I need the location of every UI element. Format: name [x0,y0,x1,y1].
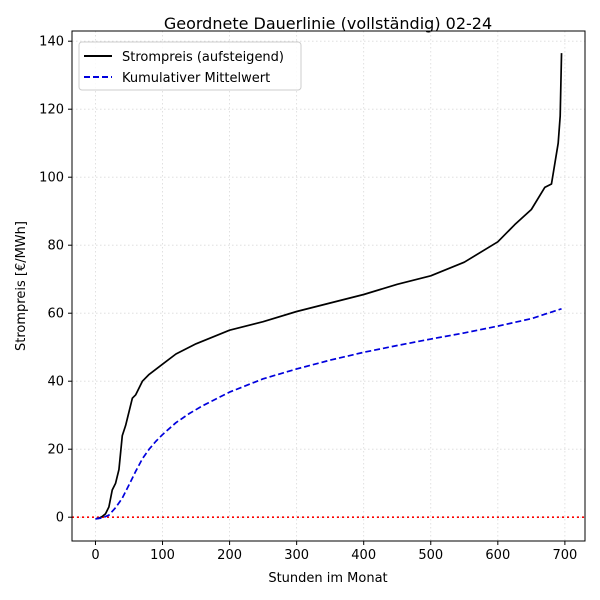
y-tick-label: 100 [39,171,64,186]
x-tick-label: 100 [150,548,175,563]
x-tick-label: 400 [351,548,376,563]
y-tick-label: 140 [39,35,64,50]
y-tick-label: 40 [47,375,64,390]
y-tick-label: 60 [47,307,64,322]
legend-label-mittelwert: Kumulativer Mittelwert [122,71,270,86]
legend-box [78,41,302,91]
x-axis-label: Stunden im Monat [268,571,387,586]
x-tick-label: 500 [418,548,443,563]
x-tick-label: 0 [91,548,99,563]
x-tick-label: 700 [552,548,577,563]
legend-label-strompreis: Strompreis (aufsteigend) [122,50,284,65]
x-tick-label: 300 [284,548,309,563]
grid [72,31,585,541]
series-line-kumulativer-mittelwert [95,307,562,520]
ticks: 0 100 200 300 400 500 600 700 0 20 40 60 80 100 120 140 [39,35,577,563]
chart-title: Geordnete Dauerlinie (vollständig) 02-24 [164,14,492,33]
plot-frame [71,30,586,542]
x-tick-label: 600 [485,548,510,563]
series-layer [95,53,563,520]
y-tick-label: 120 [39,103,64,118]
series-line-strompreis [95,53,563,520]
y-tick-label: 0 [56,511,64,526]
x-tick-label: 200 [217,548,242,563]
legend: Strompreis (aufsteigend) Kumulativer Mit… [78,41,302,91]
y-tick-label: 20 [47,443,64,458]
y-tick-label: 80 [47,239,64,254]
y-axis-label: Strompreis [€/MWh] [14,221,29,351]
